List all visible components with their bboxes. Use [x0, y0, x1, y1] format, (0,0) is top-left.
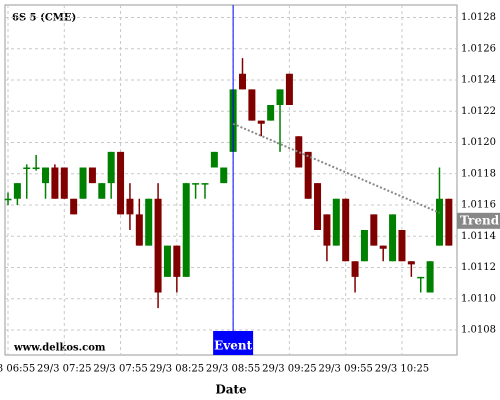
- candle-body: [239, 73, 246, 90]
- candle-body: [126, 198, 134, 215]
- candle-body: [145, 198, 153, 246]
- candle-body: [304, 151, 312, 199]
- y-tick-label: 1.0122: [461, 106, 496, 117]
- chart-title: 6S 5 (CME): [12, 13, 76, 24]
- candle-body: [332, 198, 340, 246]
- candle-body: [267, 105, 275, 121]
- trend-box: [457, 212, 500, 229]
- y-tick-label: 1.0128: [461, 12, 496, 23]
- candle-body: [135, 214, 143, 246]
- candle-body: [276, 89, 284, 105]
- candle-body: [201, 183, 209, 185]
- candle-body: [42, 167, 50, 184]
- x-tick-label: 29/3 08:55: [206, 364, 260, 375]
- plot-area: [4, 4, 458, 356]
- candle-body: [257, 120, 265, 124]
- candle-body: [220, 167, 228, 184]
- candle-body: [79, 167, 87, 199]
- candle-body: [70, 198, 78, 215]
- candle-body: [88, 167, 96, 184]
- candle-body: [417, 276, 425, 279]
- candle-body: [32, 167, 40, 169]
- x-tick-label: 29/3 10:25: [375, 364, 429, 375]
- y-tick-label: 1.0120: [461, 137, 496, 148]
- candle-body: [60, 167, 68, 199]
- x-tick-label: 29/3 07:25: [37, 364, 91, 375]
- y-tick-label: 1.0110: [461, 293, 496, 304]
- trend-label: Trend: [460, 213, 500, 227]
- candle-body: [351, 261, 359, 277]
- candle-body: [23, 167, 31, 169]
- candle-body: [360, 230, 368, 262]
- x-tick-label: 29/3 07:55: [93, 364, 147, 375]
- candle-body: [407, 261, 415, 265]
- x-tick-label: 29/3 09:55: [318, 364, 372, 375]
- y-tick-label: 1.0114: [461, 231, 496, 242]
- candle-body: [370, 214, 378, 246]
- candle-body: [314, 183, 322, 230]
- y-tick-label: 1.0108: [461, 325, 496, 336]
- candle-body: [426, 261, 434, 293]
- event-box: [213, 331, 254, 355]
- y-tick-label: 1.0112: [461, 262, 496, 273]
- x-tick-label: 29/3 09:25: [262, 364, 316, 375]
- x-tick-label: 29/3 08:25: [150, 364, 204, 375]
- candle-body: [210, 151, 218, 168]
- candle-body: [163, 245, 171, 277]
- event-label: Event: [214, 339, 252, 353]
- x-tick-label: 29/3 06:55: [0, 364, 35, 375]
- candle-body: [445, 198, 453, 246]
- candle-body: [295, 136, 303, 168]
- candle-body: [192, 183, 200, 185]
- candle-body: [435, 198, 443, 246]
- candle-body: [117, 151, 125, 215]
- candle-body: [342, 198, 350, 262]
- trend-line: [232, 122, 440, 214]
- candle-body: [248, 89, 256, 121]
- y-tick-label: 1.0118: [461, 168, 496, 179]
- candle-body: [173, 245, 181, 277]
- candle-body: [182, 183, 190, 277]
- candle-body: [107, 151, 115, 184]
- watermark: www.delkos.com: [13, 343, 106, 354]
- y-tick-label: 1.0116: [461, 200, 496, 211]
- candle-body: [154, 198, 162, 293]
- candle-body: [398, 230, 406, 262]
- candle-body: [323, 214, 331, 246]
- candle-body: [389, 214, 397, 262]
- candle-body: [51, 167, 59, 199]
- y-tick-label: 1.0124: [461, 75, 496, 86]
- candle-body: [98, 183, 106, 199]
- candle-body: [13, 183, 21, 199]
- candle-body: [285, 73, 293, 105]
- x-axis-label: Date: [215, 383, 247, 397]
- y-tick-label: 1.0126: [461, 43, 496, 54]
- candle-body: [379, 245, 387, 249]
- candle-body: [4, 198, 12, 201]
